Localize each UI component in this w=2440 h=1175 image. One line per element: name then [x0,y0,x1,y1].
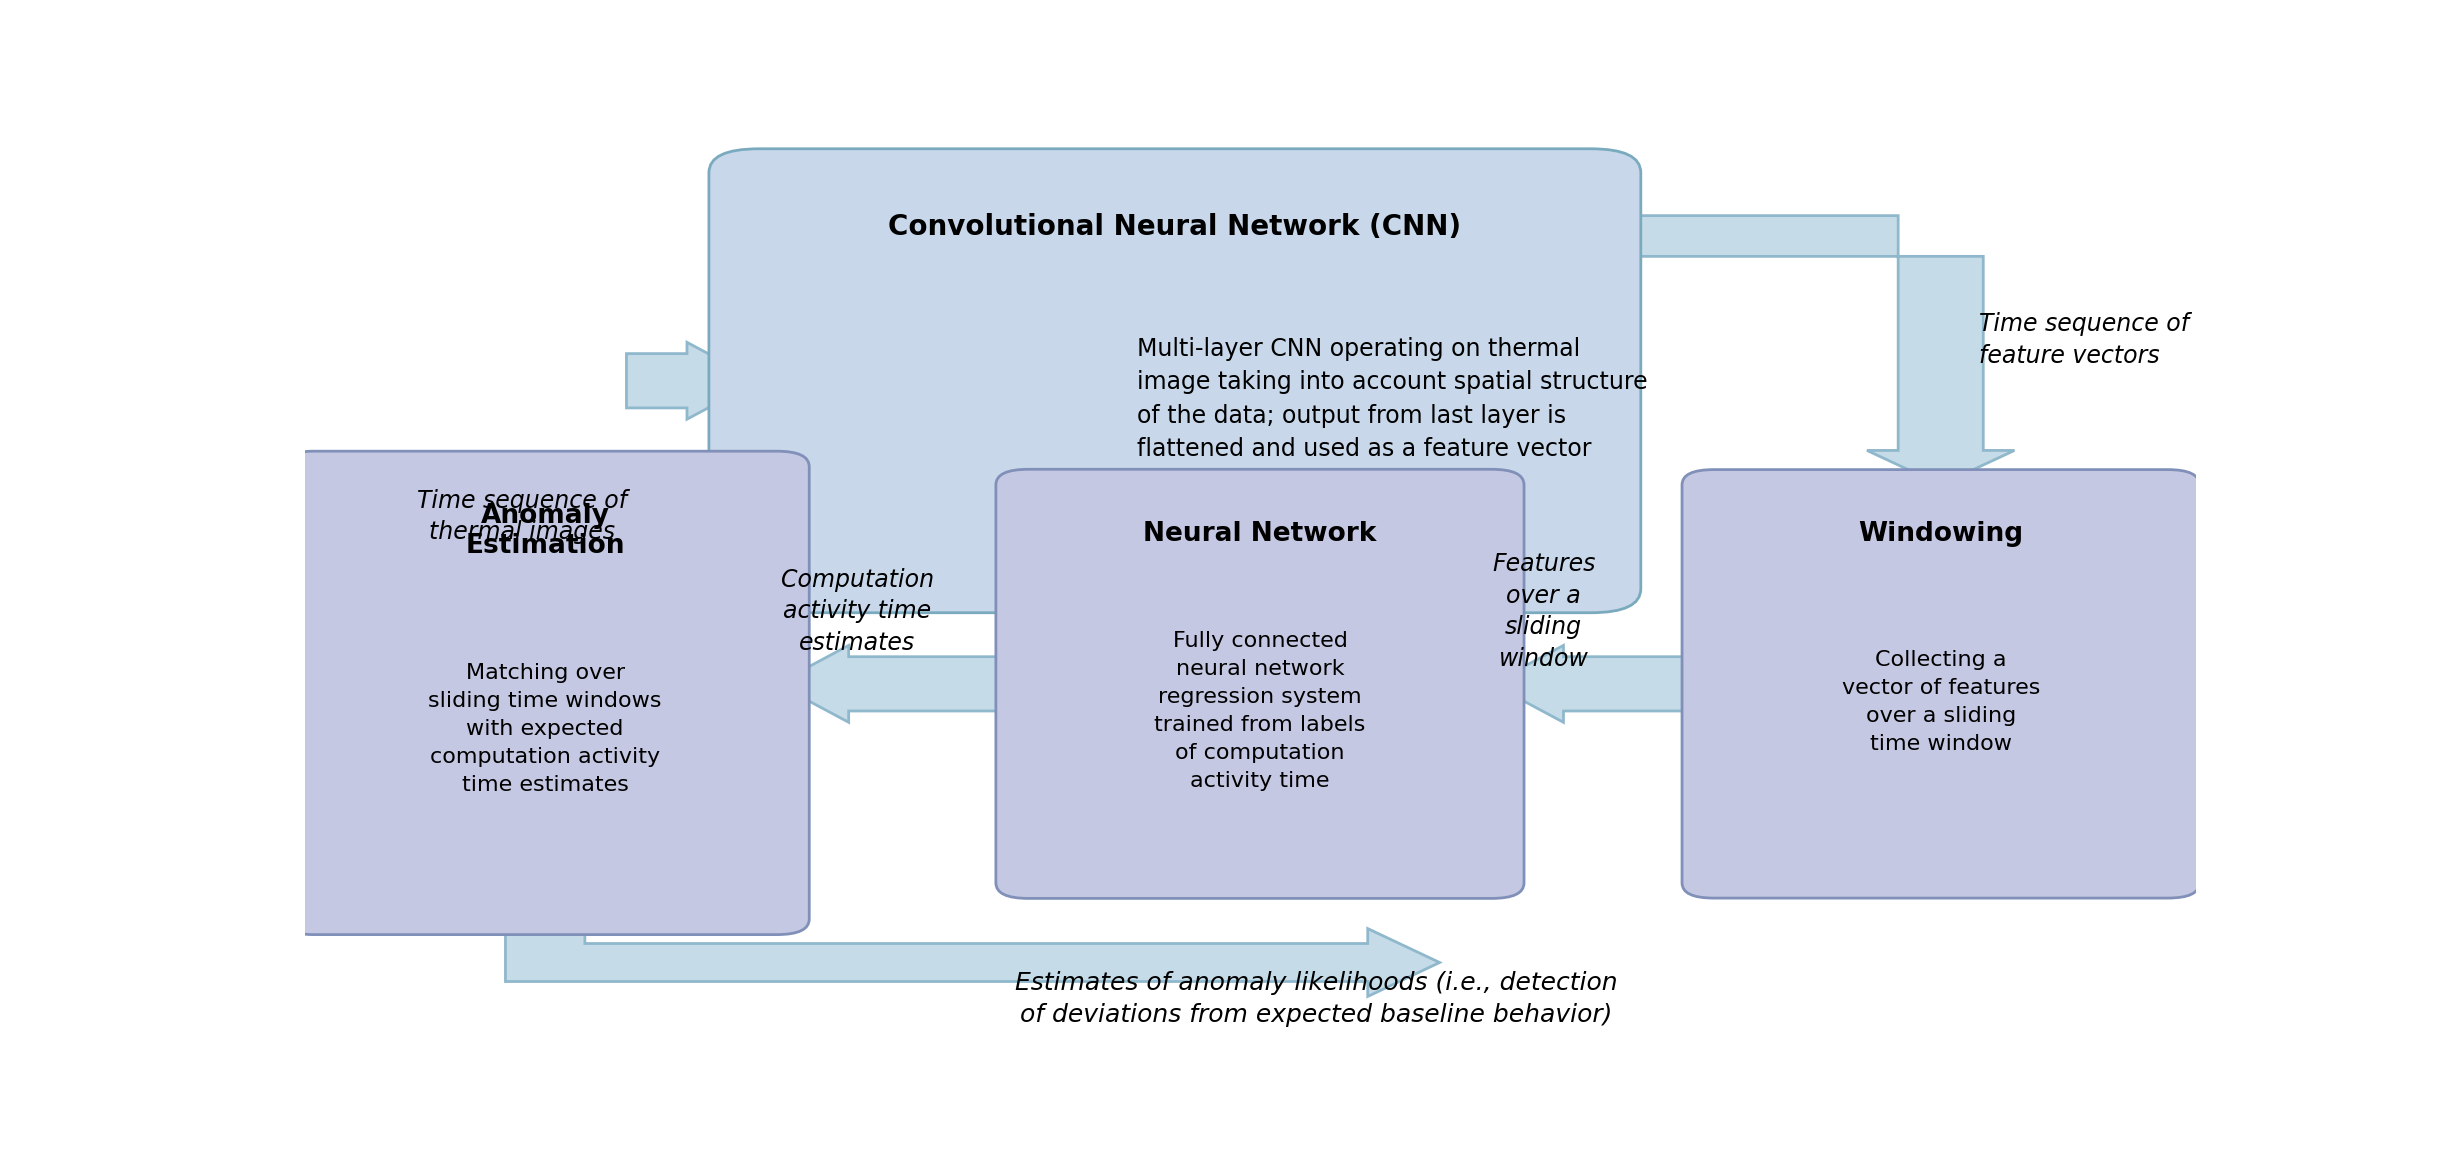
Text: Convolutional Neural Network (CNN): Convolutional Neural Network (CNN) [888,214,1462,241]
Text: Neural Network: Neural Network [1144,521,1376,548]
Text: Time sequence of
thermal images: Time sequence of thermal images [417,489,627,544]
Text: Computation
activity time
estimates: Computation activity time estimates [781,568,935,656]
Polygon shape [776,645,1027,723]
Polygon shape [505,919,1440,996]
Text: Fully connected
neural network
regression system
trained from labels
of computat: Fully connected neural network regressio… [1154,631,1366,791]
Text: Windowing: Windowing [1859,521,2023,548]
FancyBboxPatch shape [710,149,1640,612]
Text: Anomaly
Estimation: Anomaly Estimation [466,503,625,559]
FancyBboxPatch shape [281,451,810,934]
FancyBboxPatch shape [1681,470,2198,898]
Text: Estimates of anomaly likelihoods (i.e., detection
of deviations from expected ba: Estimates of anomaly likelihoods (i.e., … [1015,971,1618,1027]
FancyBboxPatch shape [996,469,1525,899]
Text: Collecting a
vector of features
over a sliding
time window: Collecting a vector of features over a s… [1842,650,2040,754]
Polygon shape [1591,216,2015,485]
Text: Multi-layer CNN operating on thermal
image taking into account spatial structure: Multi-layer CNN operating on thermal ima… [1137,336,1647,461]
Text: Time sequence of
feature vectors: Time sequence of feature vectors [1979,313,2189,368]
Text: Features
over a
sliding
window: Features over a sliding window [1491,552,1596,671]
Text: Matching over
sliding time windows
with expected
computation activity
time estim: Matching over sliding time windows with … [429,663,661,795]
Polygon shape [627,342,759,419]
Polygon shape [1491,645,1713,723]
